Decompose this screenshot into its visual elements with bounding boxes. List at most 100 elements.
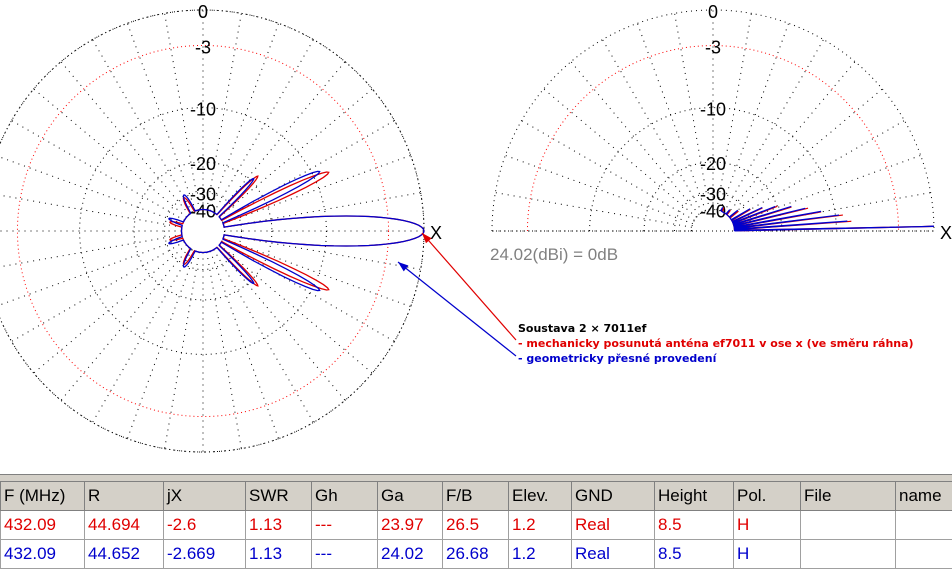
azimuth-grid-ring xyxy=(80,108,327,355)
azimuth-grid-spoke xyxy=(12,121,185,221)
azimuth-ring-label: -10 xyxy=(190,100,216,120)
azimuth-grid-spoke xyxy=(34,89,187,217)
cell-file xyxy=(801,511,896,540)
elevation-grid-spoke xyxy=(732,121,905,221)
cell-gh: --- xyxy=(312,540,378,569)
azimuth-grid-spoke xyxy=(61,62,189,215)
col-header-frequency[interactable]: F (MHz) xyxy=(1,482,85,511)
cell-fb: 26.68 xyxy=(443,540,509,569)
elevation-ring-label: 0 xyxy=(708,2,718,22)
azimuth-ring-label: 0 xyxy=(198,2,208,22)
polar-plots: 0-3-10-20-30-40X 0-3-10-20-30-40X 24.02(… xyxy=(0,0,952,474)
arrow-blue-head xyxy=(398,262,408,271)
azimuth-ring-label: -3 xyxy=(195,37,211,57)
azimuth-grid-spoke xyxy=(210,251,278,438)
cell-frequency: 432.09 xyxy=(1,540,85,569)
azimuth-grid-spoke xyxy=(223,238,410,306)
cell-swr: 1.13 xyxy=(246,511,312,540)
table-row[interactable]: 432.09 44.652 -2.669 1.13 --- 24.02 26.6… xyxy=(1,540,952,569)
cell-r: 44.694 xyxy=(85,511,164,540)
col-header-ga[interactable]: Ga xyxy=(378,482,443,511)
elevation-grid-spoke xyxy=(495,193,691,228)
elevation-grid-spoke xyxy=(729,89,882,217)
elevation-grid-spoke xyxy=(727,62,855,215)
results-table: F (MHz) R jX SWR Gh Ga F/B Elev. GND Hei… xyxy=(0,481,952,569)
table-row[interactable]: 432.09 44.694 -2.6 1.13 --- 23.97 26.5 1… xyxy=(1,511,952,540)
cell-gh: --- xyxy=(312,511,378,540)
col-header-height[interactable]: Height xyxy=(655,482,734,511)
azimuth-grid-spoke xyxy=(219,245,372,373)
elevation-axis-marker: X xyxy=(940,223,952,243)
elevation-grid-spoke xyxy=(733,155,920,223)
cell-pol: H xyxy=(734,511,801,540)
col-header-pol[interactable]: Pol. xyxy=(734,482,801,511)
elevation-plot: 0-3-10-20-30-40X xyxy=(492,2,952,243)
azimuth-grid-spoke xyxy=(127,251,195,438)
elevation-grid-spoke xyxy=(724,40,824,213)
azimuth-grid-spoke xyxy=(217,62,345,215)
cell-elev: 1.2 xyxy=(509,540,572,569)
elevation-grid-spoke xyxy=(571,62,699,215)
azimuth-axis-marker: X xyxy=(430,223,442,243)
azimuth-plot: 0-3-10-20-30-40X xyxy=(0,2,442,452)
cell-ga: 24.02 xyxy=(378,540,443,569)
table-header-row: F (MHz) R jX SWR Gh Ga F/B Elev. GND Hei… xyxy=(1,482,952,511)
legend-annotation: Soustava 2 × 7011ef - mechanicky posunut… xyxy=(518,321,914,366)
elevation-grid-spoke xyxy=(522,121,695,221)
cell-name xyxy=(896,540,952,569)
azimuth-grid-spoke xyxy=(0,235,182,270)
elevation-grid-spoke xyxy=(544,89,697,217)
cell-fb: 26.5 xyxy=(443,511,509,540)
elevation-grid-spoke xyxy=(637,23,705,210)
cell-gnd: Real xyxy=(572,540,655,569)
azimuth-grid-spoke xyxy=(61,247,189,400)
arrow-blue xyxy=(398,262,516,356)
azimuth-grid-spoke xyxy=(34,245,187,373)
azimuth-grid-spoke xyxy=(210,23,278,210)
elevation-ring-label: -3 xyxy=(705,37,721,57)
cell-height: 8.5 xyxy=(655,511,734,540)
cell-swr: 1.13 xyxy=(246,540,312,569)
col-header-swr[interactable]: SWR xyxy=(246,482,312,511)
azimuth-grid-spoke xyxy=(0,193,182,228)
cell-r: 44.652 xyxy=(85,540,164,569)
elevation-ring-label: -20 xyxy=(700,154,726,174)
azimuth-outer-ring xyxy=(0,10,424,452)
azimuth-grid-spoke xyxy=(219,89,372,217)
col-header-fb[interactable]: F/B xyxy=(443,482,509,511)
elevation-grid-spoke xyxy=(720,23,788,210)
col-header-r[interactable]: R xyxy=(85,482,164,511)
gain-reference-label: 24.02(dBi) = 0dB xyxy=(490,245,618,264)
col-header-file[interactable]: File xyxy=(801,482,896,511)
azimuth-grid-spoke xyxy=(223,155,410,223)
cell-gnd: Real xyxy=(572,511,655,540)
cell-ga: 23.97 xyxy=(378,511,443,540)
azimuth-grid-spoke xyxy=(207,252,242,448)
cell-jx: -2.6 xyxy=(164,511,246,540)
cell-file xyxy=(801,540,896,569)
azimuth-grid-spoke xyxy=(12,242,185,342)
elevation-series-1 xyxy=(721,206,934,231)
col-header-name[interactable]: name xyxy=(896,482,952,511)
cell-frequency: 432.09 xyxy=(1,511,85,540)
cell-pol: H xyxy=(734,540,801,569)
azimuth-grid-spoke xyxy=(0,238,183,306)
azimuth-grid-spoke xyxy=(217,247,345,400)
cell-height: 8.5 xyxy=(655,540,734,569)
col-header-elev[interactable]: Elev. xyxy=(509,482,572,511)
elevation-grid-spoke xyxy=(603,40,703,213)
azimuth-grid-spoke xyxy=(165,252,200,448)
azimuth-ring-label: -20 xyxy=(190,154,216,174)
col-header-gh[interactable]: Gh xyxy=(312,482,378,511)
azimuth-grid-spoke xyxy=(0,155,183,223)
annotation-red-series: - mechanicky posunutá anténa ef7011 v os… xyxy=(518,336,914,351)
elevation-grid-spoke xyxy=(505,155,692,223)
azimuth-grid-spoke xyxy=(93,40,193,213)
cell-jx: -2.669 xyxy=(164,540,246,569)
col-header-jx[interactable]: jX xyxy=(164,482,246,511)
col-header-gnd[interactable]: GND xyxy=(572,482,655,511)
cell-name xyxy=(896,511,952,540)
cell-elev: 1.2 xyxy=(509,511,572,540)
azimuth-grid-spoke xyxy=(127,23,195,210)
annotation-title: Soustava 2 × 7011ef xyxy=(518,321,914,336)
